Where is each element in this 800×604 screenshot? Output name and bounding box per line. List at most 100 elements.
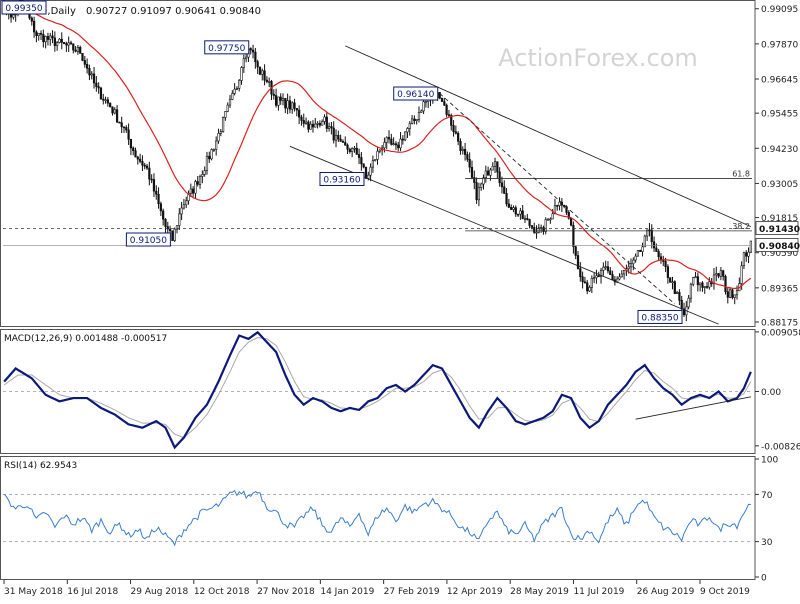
candle-body [240, 67, 243, 81]
candle-body [46, 36, 50, 40]
candle-body [97, 86, 100, 89]
candle-body [261, 70, 264, 75]
candle [226, 102, 229, 113]
candle [549, 217, 552, 224]
price-callout-box [1, 0, 47, 15]
candle-body [461, 148, 464, 151]
candle-body [219, 131, 222, 134]
candle [544, 217, 547, 235]
candle [357, 148, 361, 165]
x-tick-label: 12 Apr 2019 [447, 587, 503, 597]
candle [148, 161, 151, 186]
candle [618, 273, 621, 281]
candle-body [383, 142, 386, 149]
candle [491, 162, 494, 171]
candle [360, 152, 363, 171]
candle [141, 155, 144, 172]
candle-body [493, 161, 497, 167]
candle [678, 289, 681, 306]
candle-body [733, 294, 736, 298]
candle-body [201, 174, 204, 177]
candle-body [708, 281, 711, 288]
candle [76, 44, 80, 55]
x-tick-label: 11 Jul 2019 [573, 587, 624, 597]
candle [652, 236, 656, 252]
axis-layer: 0.99095 0.97870 0.96645 0.95455 0.94230 0.930… [3, 5, 800, 597]
candle-body [258, 66, 262, 75]
candle-body [641, 246, 644, 252]
x-tick-label: 27 Feb 2019 [384, 587, 440, 597]
price-callout: 0.91050 [125, 232, 171, 247]
candle-body [521, 210, 524, 220]
candle [595, 269, 598, 284]
candle-body [740, 265, 743, 284]
candle [152, 173, 156, 198]
candle-body [680, 300, 683, 310]
candle-body [367, 174, 370, 179]
candle-body [314, 123, 317, 128]
candle [286, 93, 289, 115]
price-tick-label: 0.93005 [761, 180, 798, 190]
candle-body [620, 273, 623, 278]
candle [254, 47, 257, 69]
candle [583, 276, 587, 284]
candle [604, 260, 607, 271]
candle [37, 32, 40, 41]
candle [321, 119, 324, 126]
candle-body [371, 160, 374, 168]
candle [387, 130, 391, 144]
candle [270, 80, 273, 101]
candle [715, 266, 718, 282]
candle [74, 46, 77, 53]
candlestick-series [3, 0, 752, 322]
candle-body [353, 147, 356, 150]
rsi-tick-label: 0 [761, 574, 767, 584]
candle-body [284, 98, 287, 109]
candle [274, 88, 278, 108]
candle-body [717, 273, 720, 277]
price-tick-label: 0.97870 [761, 40, 798, 50]
candle-body [595, 275, 598, 278]
candle-body [618, 276, 621, 280]
candle-body [652, 241, 656, 249]
candle-body [279, 96, 282, 101]
candle-body [159, 203, 162, 212]
candle-body [544, 219, 547, 232]
candle-body [286, 100, 289, 109]
candle-body [747, 251, 750, 257]
candle-body [549, 218, 552, 221]
candle [586, 279, 589, 295]
candle-body [567, 212, 570, 219]
rsi-tick-label: 70 [761, 491, 773, 501]
x-tick-label: 14 Jan 2019 [320, 587, 374, 597]
candle [733, 294, 736, 305]
candle [314, 118, 317, 128]
candle [208, 151, 211, 163]
candle-body [274, 95, 278, 106]
candle-body [162, 210, 165, 220]
candle-body [277, 96, 280, 106]
candle-body [79, 46, 82, 54]
candle [523, 215, 527, 223]
candle [46, 32, 50, 46]
candle-body [581, 276, 584, 283]
candle-body [678, 292, 681, 301]
candle [452, 120, 455, 137]
candle [49, 32, 52, 46]
candle-body [627, 266, 630, 269]
candle [463, 142, 467, 161]
candle-body [540, 227, 543, 229]
candle-body [228, 99, 232, 106]
candle [304, 117, 308, 125]
candle-body [655, 247, 658, 252]
candle [249, 47, 252, 55]
candle-body [311, 123, 315, 128]
candle [569, 217, 573, 227]
candle-body [129, 138, 133, 149]
candle [528, 218, 531, 229]
candle-body [705, 286, 709, 288]
candle-body [337, 134, 340, 140]
candle [164, 218, 167, 233]
price-callout: 0.99350 [1, 0, 47, 15]
candle [526, 213, 529, 221]
